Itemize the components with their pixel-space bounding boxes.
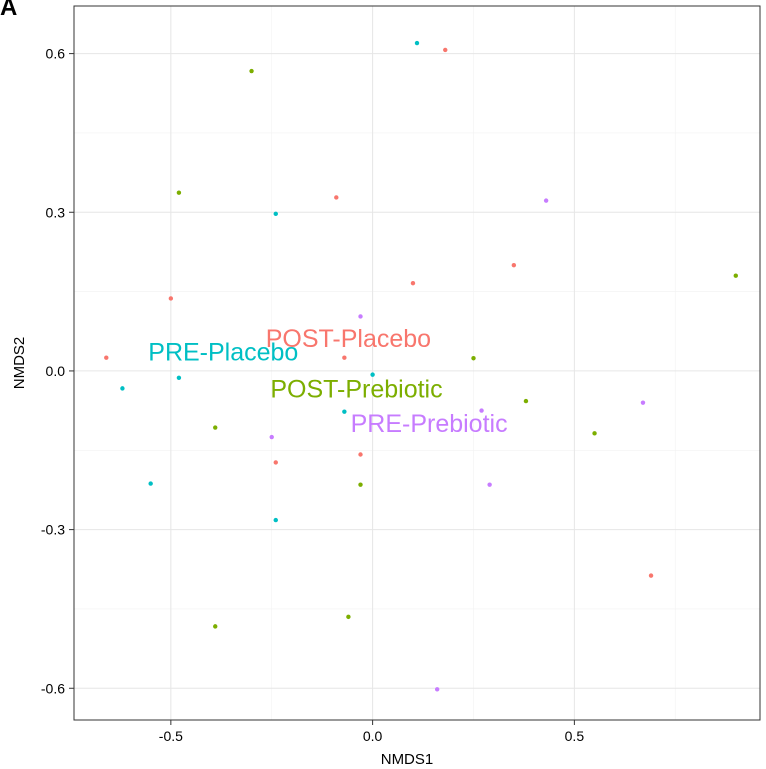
data-point [471, 356, 476, 361]
data-point [370, 372, 375, 377]
data-point [213, 624, 218, 629]
y-tick-label: -0.6 [41, 680, 65, 696]
data-point [273, 211, 278, 217]
plot-background [74, 6, 760, 720]
y-tick-label: 0.3 [46, 204, 66, 220]
data-point [434, 687, 440, 692]
data-point [342, 355, 347, 360]
data-point [648, 573, 654, 578]
data-point [640, 400, 646, 405]
data-point [410, 280, 416, 286]
group-label: PRE-Prebiotic [351, 410, 508, 438]
group-label: POST-Prebiotic [270, 375, 442, 403]
grid-lines [74, 6, 760, 720]
y-tick-label: 0.0 [46, 363, 66, 379]
data-point [273, 517, 278, 523]
data-point [273, 460, 278, 465]
axes: -0.5 0.0 0.5 -0.6 -0.3 0.0 0.3 0.6 [41, 5, 761, 744]
data-point [592, 431, 597, 436]
data-point [358, 452, 363, 457]
x-axis-title: NMDS1 [381, 751, 434, 768]
data-point [543, 198, 549, 203]
data-point [176, 190, 182, 195]
data-points [104, 40, 738, 692]
y-tick-label: 0.6 [46, 46, 66, 62]
data-point [733, 273, 738, 278]
group-label: POST-Placebo [266, 325, 431, 353]
data-point [443, 47, 448, 53]
y-axis-title: NMDS2 [11, 337, 28, 390]
plot-border [73, 5, 761, 721]
data-point [414, 40, 420, 46]
data-point [487, 482, 492, 487]
data-point [523, 398, 529, 404]
data-point [479, 408, 484, 413]
x-tick-label: 0.0 [363, 728, 383, 744]
data-point [213, 425, 218, 430]
data-point [168, 296, 174, 301]
panel-letter: A [0, 0, 18, 21]
data-point [120, 386, 125, 391]
data-point [511, 262, 517, 268]
data-point [358, 482, 363, 487]
x-tick-label: -0.5 [159, 728, 183, 744]
data-point [176, 375, 182, 381]
data-point [334, 195, 339, 200]
x-tick-label: 0.5 [565, 728, 585, 744]
data-point [249, 68, 254, 74]
group-label: PRE-Placebo [148, 338, 298, 366]
data-point [104, 355, 109, 360]
plot-area [74, 6, 760, 720]
y-tick-label: -0.3 [41, 522, 65, 538]
data-point [346, 614, 351, 620]
data-point [358, 314, 363, 319]
data-point [342, 409, 347, 414]
data-point [269, 434, 274, 440]
data-point [148, 481, 153, 486]
